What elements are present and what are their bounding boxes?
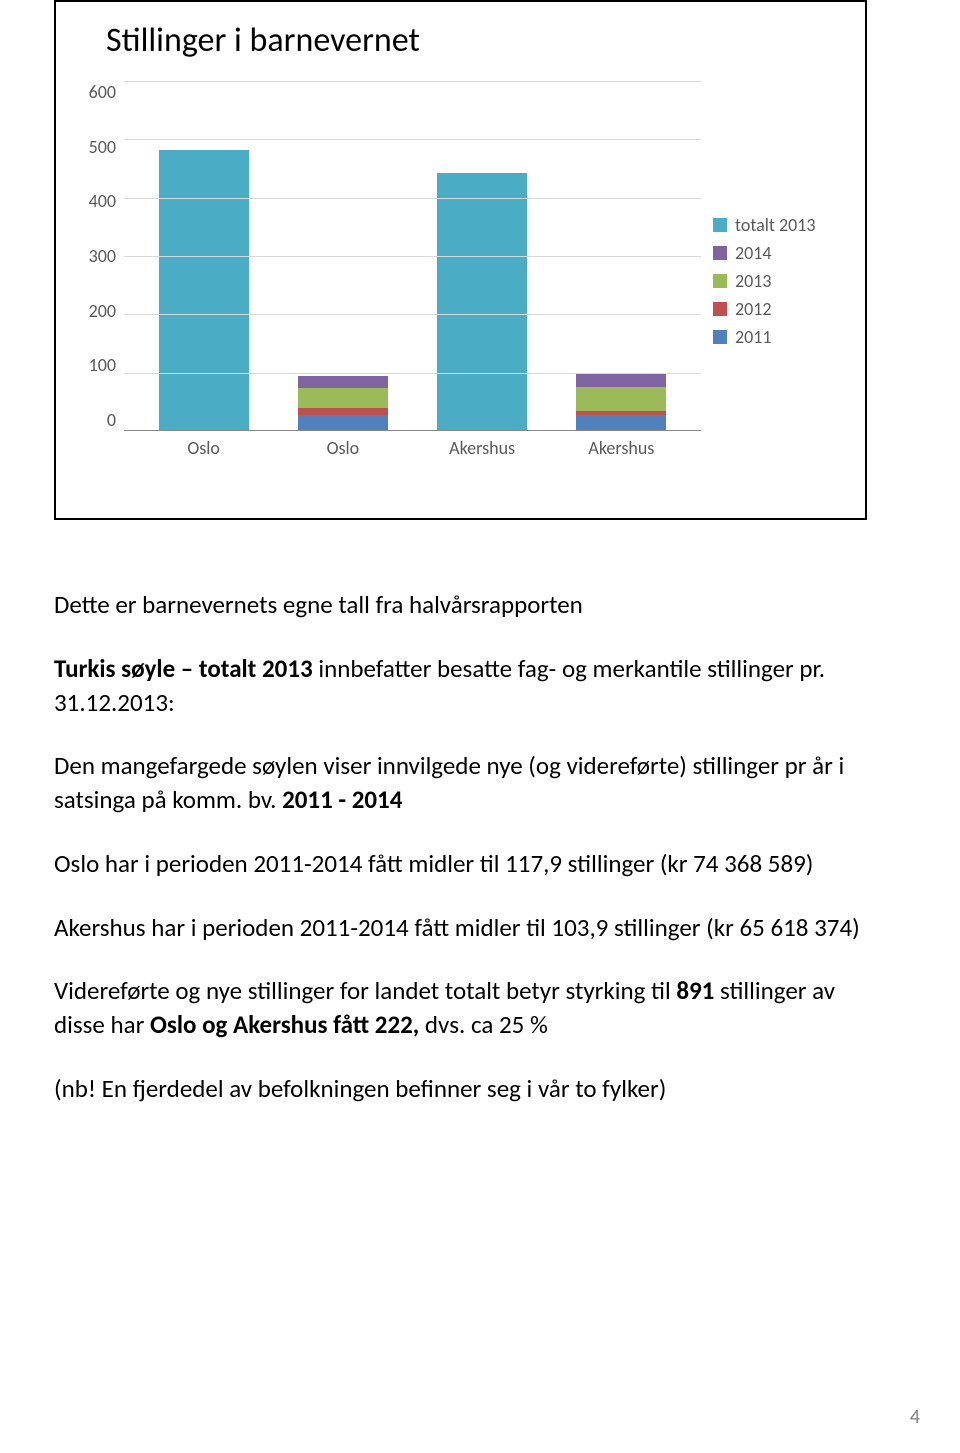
legend-item: 2011 xyxy=(713,326,841,348)
bar-segment xyxy=(298,415,388,430)
bar-segment xyxy=(576,415,666,430)
chart-title: Stillinger i barnevernet xyxy=(106,20,841,61)
bar xyxy=(576,373,666,430)
paragraph-5: Akershus har i perioden 2011-2014 fått m… xyxy=(54,911,867,945)
gridline xyxy=(124,198,701,199)
bar-slot xyxy=(561,373,681,430)
bar-segment xyxy=(298,376,388,388)
legend-item: 2014 xyxy=(713,242,841,264)
page-number: 4 xyxy=(910,1405,920,1429)
x-label: Oslo xyxy=(283,437,403,459)
gridline xyxy=(124,139,701,140)
x-axis: Oslo Oslo Akershus Akershus xyxy=(124,431,701,459)
bar-segment xyxy=(298,388,388,408)
paragraph-1: Dette er barnevernets egne tall fra halv… xyxy=(54,588,867,622)
bar-slot xyxy=(144,150,264,430)
y-tick: 0 xyxy=(107,409,116,431)
p6-e: dvs. ca 25 % xyxy=(425,1009,548,1040)
bar-segment xyxy=(576,387,666,410)
paragraph-2: Turkis søyle – totalt 2013 innbefatter b… xyxy=(54,652,867,720)
p6-a: Videreførte og nye stillinger for landet… xyxy=(54,975,676,1006)
bar xyxy=(159,150,249,430)
paragraph-4: Oslo har i perioden 2011-2014 fått midle… xyxy=(54,847,867,881)
legend-item: 2012 xyxy=(713,298,841,320)
legend-label: 2013 xyxy=(735,270,772,292)
gridline xyxy=(124,81,701,82)
p2-bold: Turkis søyle – totalt 2013 xyxy=(54,653,318,684)
bar-segment xyxy=(159,150,249,430)
chart-container: Stillinger i barnevernet 600 500 400 300 200… xyxy=(54,0,867,520)
y-tick: 500 xyxy=(89,136,116,158)
y-axis: 600 500 400 300 200 100 0 xyxy=(80,81,124,431)
legend-label: 2014 xyxy=(735,242,772,264)
legend-swatch xyxy=(713,274,727,288)
bar-slot xyxy=(422,173,542,430)
paragraph-7: (nb! En fjerdedel av befolkningen befinn… xyxy=(54,1072,867,1106)
p3-a: Den mangefargede søylen viser innvilgede… xyxy=(54,750,844,815)
bar-segment xyxy=(298,408,388,415)
legend-item: 2013 xyxy=(713,270,841,292)
bar-slot xyxy=(283,376,403,430)
x-label: Akershus xyxy=(422,437,542,459)
paragraph-6: Videreførte og nye stillinger for landet… xyxy=(54,974,867,1042)
gridline xyxy=(124,314,701,315)
bar xyxy=(298,376,388,430)
legend-swatch xyxy=(713,246,727,260)
y-tick: 600 xyxy=(89,81,116,103)
p6-b: 891 xyxy=(676,975,714,1006)
legend-swatch xyxy=(713,218,727,232)
legend-swatch xyxy=(713,302,727,316)
legend-label: 2012 xyxy=(735,298,772,320)
body-text: Dette er barnevernets egne tall fra halv… xyxy=(54,588,867,1136)
chart-body: 600 500 400 300 200 100 0 Oslo Oslo Akershus Aker… xyxy=(80,81,841,481)
p3-b: 2011 - 2014 xyxy=(282,784,402,815)
x-label: Oslo xyxy=(144,437,264,459)
legend-label: 2011 xyxy=(735,326,772,348)
y-tick: 200 xyxy=(89,300,116,322)
bar-segment xyxy=(576,373,666,388)
paragraph-3: Den mangefargede søylen viser innvilgede… xyxy=(54,749,867,817)
legend-swatch xyxy=(713,330,727,344)
legend-label: totalt 2013 xyxy=(735,214,816,236)
y-tick: 400 xyxy=(89,190,116,212)
bar-segment xyxy=(437,173,527,430)
plot-area xyxy=(124,81,701,431)
gridline xyxy=(124,373,701,374)
legend-item: totalt 2013 xyxy=(713,214,841,236)
bar xyxy=(437,173,527,430)
plot-wrap: Oslo Oslo Akershus Akershus xyxy=(124,81,701,481)
y-tick: 100 xyxy=(89,354,116,376)
p6-d: Oslo og Akershus fått 222, xyxy=(150,1009,425,1040)
legend: totalt 2013 2014 2013 2012 2011 xyxy=(701,81,841,481)
x-label: Akershus xyxy=(561,437,681,459)
gridline xyxy=(124,256,701,257)
y-tick: 300 xyxy=(89,245,116,267)
